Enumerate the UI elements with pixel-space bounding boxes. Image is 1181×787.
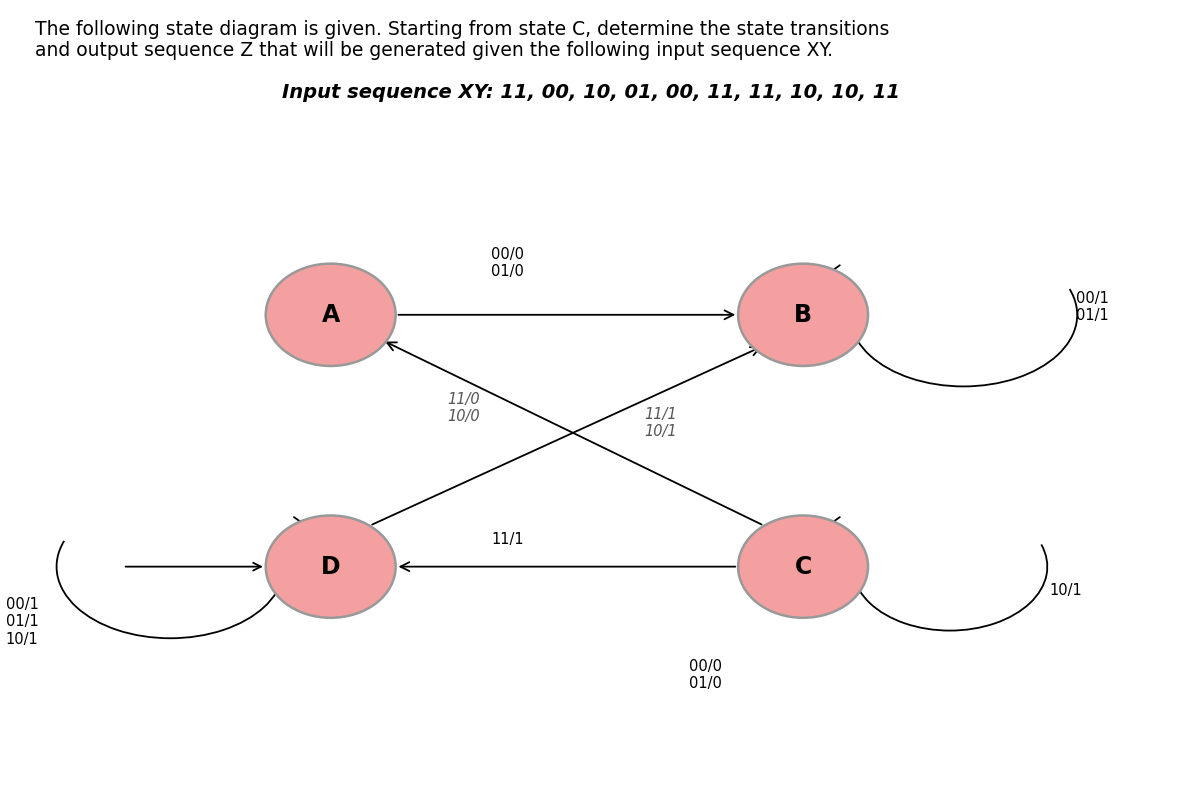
Text: 00/0
01/0: 00/0 01/0 [690,659,722,691]
Text: The following state diagram is given. Starting from state C, determine the state: The following state diagram is given. St… [35,20,889,39]
Text: 11/0
10/0: 11/0 10/0 [448,392,481,424]
Text: 00/1
01/1
10/1: 00/1 01/1 10/1 [6,597,39,647]
Text: B: B [794,303,813,327]
Text: 00/0
01/0: 00/0 01/0 [491,247,524,279]
Ellipse shape [738,264,868,366]
Text: 10/1: 10/1 [1050,582,1083,598]
Ellipse shape [266,264,396,366]
Ellipse shape [266,515,396,618]
Ellipse shape [738,515,868,618]
Text: 11/1
10/1: 11/1 10/1 [644,407,677,439]
Text: 11/1: 11/1 [491,532,524,547]
Text: D: D [321,555,340,578]
Text: 00/1
01/1: 00/1 01/1 [1076,290,1109,323]
Text: A: A [321,303,340,327]
Text: and output sequence Z that will be generated given the following input sequence : and output sequence Z that will be gener… [35,41,834,60]
Text: C: C [795,555,811,578]
Text: Input sequence XY: 11, 00, 10, 01, 00, 11, 11, 10, 10, 11: Input sequence XY: 11, 00, 10, 01, 00, 1… [281,83,900,102]
